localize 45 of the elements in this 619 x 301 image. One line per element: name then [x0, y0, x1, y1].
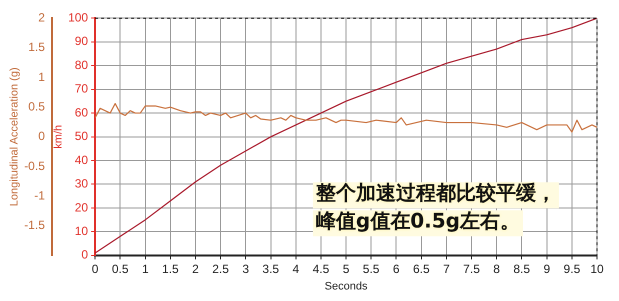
y2-tick-label: 100: [68, 10, 88, 25]
y2-tick-label: 60: [74, 105, 88, 120]
y-tick-label: 0.5: [28, 99, 46, 114]
x-axis-title: Seconds: [324, 280, 368, 292]
x-tick-label: 7.5: [463, 262, 480, 276]
x-tick-label: 9: [543, 262, 550, 276]
x-tick-label: 4: [292, 262, 300, 276]
y2-tick-label: 70: [74, 82, 88, 96]
x-tick-label: 9.5: [564, 262, 581, 276]
x-tick-label: 3.5: [262, 262, 280, 276]
annotation: 整个加速过程都比较平缓，: [314, 180, 556, 204]
x-tick-label: 8.5: [513, 262, 530, 276]
annotation: 峰值g值在0.5g左右。: [316, 208, 520, 232]
y-axis-title: Longitudinal Acceleration (g): [8, 67, 21, 206]
y2-tick-label: 40: [74, 152, 88, 167]
x-tick-label: 2: [192, 262, 200, 276]
x-tick-label: 1: [142, 262, 149, 276]
x-tick-label: 1.5: [162, 262, 180, 276]
x-tick-label: 7: [443, 262, 450, 276]
x-tick-label: 5: [342, 262, 350, 276]
x-tick-label: 5.5: [362, 262, 380, 276]
y2-tick-label: 0: [81, 248, 88, 262]
y2-tick-label: 30: [74, 176, 88, 191]
x-tick-label: 10: [590, 262, 604, 276]
y2-tick-label: 10: [74, 224, 88, 238]
y2-axis-title: km/h: [52, 124, 65, 149]
x-tick-label: 4.5: [312, 262, 330, 276]
y-tick-label: 1: [38, 70, 46, 84]
x-tick-label: 3: [242, 262, 250, 276]
x-tick-label: 6.5: [412, 262, 430, 276]
x-tick-label: 0.5: [112, 262, 129, 276]
y-tick-label: 1.5: [28, 40, 46, 54]
x-tick-label: 6: [392, 262, 400, 276]
y-tick-label: -1.5: [24, 218, 46, 232]
x-tick-label: 0: [92, 262, 99, 276]
x-tick-label: 2.5: [212, 262, 230, 276]
y2-tick-label: 90: [74, 34, 88, 48]
y2-tick-label: 20: [74, 200, 88, 214]
y-tick-label: -1: [34, 188, 46, 202]
y-tick-label: -0.5: [24, 158, 46, 173]
x-tick-label: 8: [493, 262, 500, 276]
y-tick-label: 2: [38, 10, 46, 25]
y-tick-label: 0: [38, 129, 46, 144]
y2-tick-label: 50: [74, 129, 88, 144]
y2-tick-label: 80: [74, 58, 88, 72]
